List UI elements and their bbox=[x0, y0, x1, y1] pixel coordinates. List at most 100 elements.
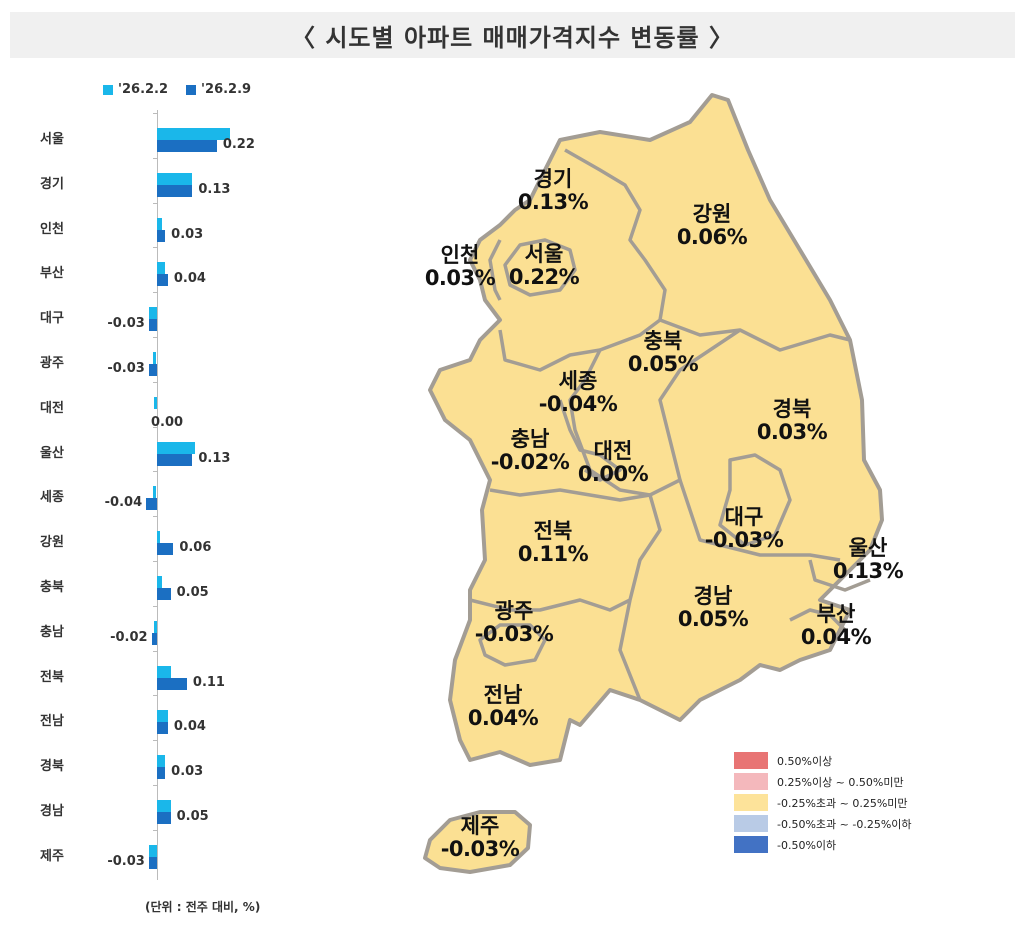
map-region-label: 전남 0.04% bbox=[467, 683, 539, 731]
bar-prev-week bbox=[153, 486, 156, 499]
bar-this-week bbox=[148, 856, 157, 869]
bar-chart-axis bbox=[157, 110, 158, 880]
bar-this-week bbox=[157, 453, 193, 466]
data-label: 0.13 bbox=[198, 450, 231, 466]
category-label: 충남 bbox=[40, 624, 64, 640]
axis-tick bbox=[153, 292, 158, 294]
bar-this-week bbox=[157, 677, 187, 690]
map-region-label: 인천 0.03% bbox=[425, 243, 496, 290]
region-name: 부산 bbox=[816, 602, 856, 626]
map-region-label: 제주 -0.03% bbox=[441, 814, 520, 861]
bar-row: 부산 0.04 bbox=[0, 247, 320, 292]
axis-tick bbox=[153, 516, 158, 518]
category-label: 제주 bbox=[40, 848, 64, 864]
bar-prev-week bbox=[154, 620, 157, 633]
bar-row: 경북 0.03 bbox=[0, 740, 320, 785]
bar-row: 인천 0.03 bbox=[0, 202, 320, 248]
axis-tick bbox=[153, 785, 158, 786]
region-name: 충북 bbox=[643, 329, 683, 353]
data-label: 0.05 bbox=[176, 585, 209, 600]
region-name: 서울 bbox=[524, 242, 564, 266]
category-label: 경북 bbox=[40, 759, 64, 775]
map-legend-item: -0.50%초과 ~ -0.25%이하 bbox=[734, 813, 912, 834]
bar-legend: '26.2.2 '26.2.9 bbox=[103, 82, 251, 97]
category-label: 울산 bbox=[40, 445, 64, 461]
bar-prev-week bbox=[148, 844, 157, 857]
category-label: 인천 bbox=[40, 221, 64, 237]
bar-prev-week bbox=[157, 576, 163, 588]
region-name: 대전 bbox=[593, 439, 633, 463]
region-name: 세종 bbox=[558, 369, 598, 393]
bar-row: 세종 -0.04 bbox=[0, 471, 320, 516]
axis-tick bbox=[153, 650, 158, 652]
data-label: -0.03 bbox=[107, 361, 145, 376]
bar-prev-week bbox=[157, 800, 171, 812]
bar-row: 제주 -0.03 bbox=[0, 829, 320, 875]
legend-label: '26.2.9 bbox=[201, 82, 252, 97]
map-region-label: 경북 0.03% bbox=[757, 397, 828, 444]
category-label: 세종 bbox=[40, 490, 64, 506]
category-label: 대전 bbox=[40, 400, 64, 416]
map-legend-item: -0.25%초과 ~ 0.25%미만 bbox=[734, 792, 912, 813]
bar-prev-week bbox=[157, 441, 196, 454]
data-label: 0.13 bbox=[198, 181, 231, 197]
region-value: 0.06% bbox=[676, 225, 748, 250]
map-region-label: 대전 0.00% bbox=[577, 439, 649, 487]
data-label: 0.11 bbox=[192, 674, 225, 690]
bar-prev-week bbox=[153, 352, 156, 364]
bar-row: 울산 0.13 bbox=[0, 426, 320, 472]
category-label: 전북 bbox=[40, 669, 64, 685]
legend-label: -0.25%초과 ~ 0.25%미만 bbox=[777, 796, 908, 810]
unit-note: (단위 : 전주 대비, %) bbox=[145, 900, 261, 914]
axis-tick bbox=[153, 471, 158, 473]
region-name: 전남 bbox=[483, 683, 523, 707]
data-label: -0.03 bbox=[107, 316, 145, 332]
bar-row: 경남 0.05 bbox=[0, 785, 320, 830]
axis-tick bbox=[153, 605, 158, 607]
data-label: 0.22 bbox=[222, 137, 255, 152]
map-region-label: 부산 0.04% bbox=[801, 602, 872, 649]
bar-prev-week bbox=[148, 307, 157, 320]
axis-tick bbox=[153, 561, 158, 562]
category-label: 서울 bbox=[40, 132, 64, 147]
map-region-label: 충북 0.05% bbox=[627, 329, 699, 377]
data-label: 0.03 bbox=[171, 226, 204, 242]
bar-prev-week bbox=[157, 755, 166, 768]
bar-row: 대전 0.00 bbox=[0, 381, 320, 430]
map-region-label: 강원 0.06% bbox=[676, 202, 748, 250]
axis-tick bbox=[153, 337, 158, 338]
map-region-label: 광주 -0.03% bbox=[474, 599, 554, 647]
data-label: 0.03 bbox=[171, 764, 204, 780]
bar-row: 대구 -0.03 bbox=[0, 292, 320, 337]
region-value: 0.13% bbox=[832, 559, 904, 584]
bar-this-week bbox=[157, 274, 168, 287]
bar-row: 광주 -0.03 bbox=[0, 337, 320, 382]
map-legend: 0.50%이상 0.25%이상 ~ 0.50%미만 -0.25%초과 ~ 0.2… bbox=[734, 750, 912, 855]
axis-tick bbox=[153, 695, 158, 697]
region-value: -0.04% bbox=[538, 392, 618, 417]
category-label: 충북 bbox=[40, 580, 64, 595]
bar-this-week bbox=[151, 632, 157, 645]
page-title: 〈 시도별 아파트 매매가격지수 변동률 〉 bbox=[291, 23, 734, 52]
region-value: 0.00% bbox=[577, 462, 649, 487]
region-name: 충남 bbox=[510, 427, 550, 451]
legend-label: 0.50%이상 bbox=[777, 754, 833, 768]
region-value: 0.05% bbox=[627, 352, 699, 377]
region-value: -0.03% bbox=[474, 622, 554, 647]
region-name: 경북 bbox=[772, 397, 812, 421]
bar-row: 전남 0.04 bbox=[0, 695, 320, 740]
axis-tick bbox=[153, 740, 158, 742]
legend-label: -0.50%초과 ~ -0.25%이하 bbox=[777, 817, 912, 831]
region-value: 0.04% bbox=[467, 706, 539, 731]
region-value: 0.11% bbox=[517, 542, 589, 567]
legend-swatch-dark-blue bbox=[186, 84, 197, 95]
region-name: 강원 bbox=[692, 202, 732, 226]
legend-label: 0.25%이상 ~ 0.50%미만 bbox=[777, 775, 904, 789]
title-bar: 〈 시도별 아파트 매매가격지수 변동률 〉 bbox=[10, 12, 1015, 58]
bar-row: 충남 -0.02 bbox=[0, 605, 320, 651]
map-region-label: 전북 0.11% bbox=[517, 519, 589, 567]
region-value: -0.02% bbox=[490, 450, 570, 475]
bar-this-week bbox=[148, 364, 157, 376]
region-name: 경남 bbox=[693, 584, 733, 608]
region-name: 경기 bbox=[533, 167, 573, 191]
